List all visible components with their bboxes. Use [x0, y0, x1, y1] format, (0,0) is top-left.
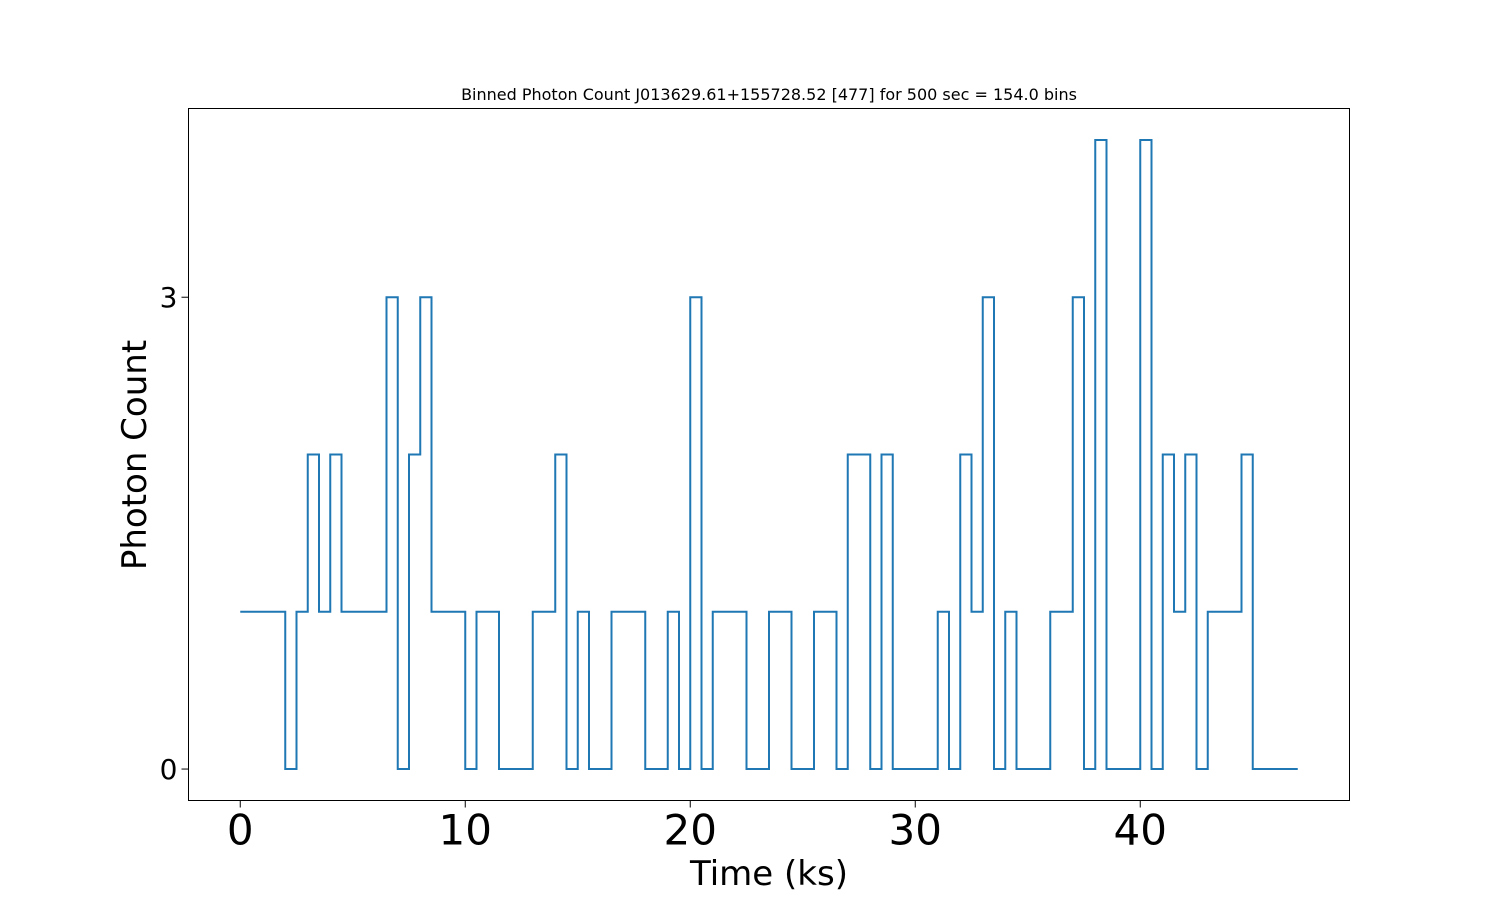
- series-line-0: [240, 138, 1298, 771]
- x-tick-label: 30: [889, 806, 942, 855]
- chart-title: Binned Photon Count J013629.61+155728.52…: [461, 85, 1077, 104]
- x-tick-label: 10: [439, 806, 492, 855]
- series-layer: [240, 138, 1298, 771]
- x-tick-label: 0: [227, 806, 254, 855]
- x-axis-label: Time (ks): [689, 854, 848, 894]
- y-axis: 03: [160, 281, 189, 786]
- x-axis: 0 10 20 30 40: [227, 800, 1167, 855]
- y-tick-label: 0: [160, 753, 178, 786]
- plot-area-frame: [188, 108, 1350, 801]
- x-tick-label: 20: [664, 806, 717, 855]
- y-axis-label: Photon Count: [115, 340, 155, 570]
- x-tick-label: 40: [1114, 806, 1167, 855]
- y-tick-label: 3: [160, 281, 178, 314]
